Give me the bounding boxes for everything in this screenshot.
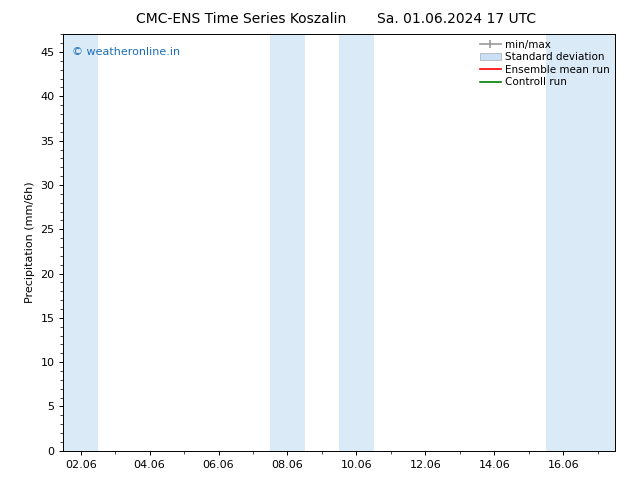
Bar (63, 34, 98, 451)
Bar (546, 34, 581, 451)
Bar (270, 34, 305, 451)
Text: CMC-ENS Time Series Koszalin: CMC-ENS Time Series Koszalin (136, 12, 346, 26)
Y-axis label: Precipitation (mm/6h): Precipitation (mm/6h) (25, 182, 35, 303)
Bar (339, 34, 373, 451)
Text: Sa. 01.06.2024 17 UTC: Sa. 01.06.2024 17 UTC (377, 12, 536, 26)
Legend: min/max, Standard deviation, Ensemble mean run, Controll run: min/max, Standard deviation, Ensemble me… (478, 37, 612, 89)
Bar (581, 34, 615, 451)
Text: © weatheronline.in: © weatheronline.in (72, 47, 180, 57)
